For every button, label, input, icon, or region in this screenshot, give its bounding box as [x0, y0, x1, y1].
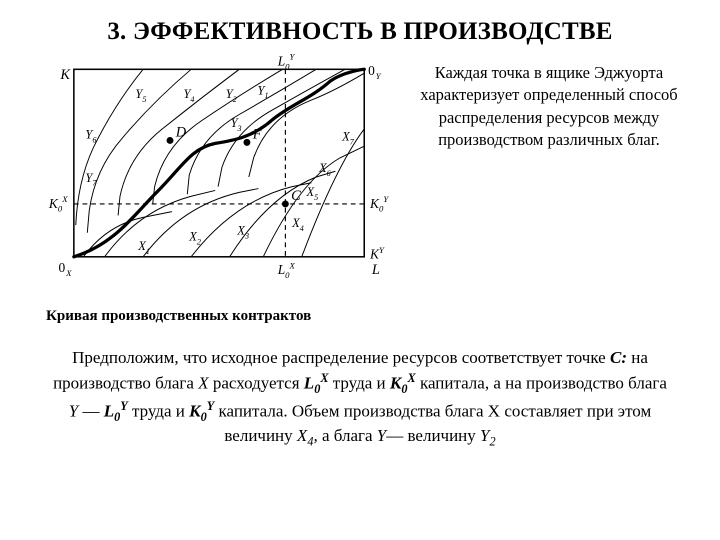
text-run: труда и [328, 374, 389, 393]
svg-text:Y6: Y6 [85, 128, 97, 145]
page-title: 3. ЭФФЕКТИВНОСТЬ В ПРОИЗВОДСТВЕ [40, 18, 680, 46]
svg-text:Y1: Y1 [258, 83, 269, 100]
bottom-paragraph: Предположим, что исходное распределение … [40, 347, 680, 450]
var-l0y: L [104, 401, 114, 420]
svg-text:K0Y: K0Y [369, 194, 389, 214]
text-run: расходуется [209, 374, 304, 393]
svg-text:0: 0 [368, 63, 375, 78]
svg-text:X7: X7 [341, 129, 355, 146]
svg-text:K0X: K0X [48, 194, 68, 214]
svg-text:X: X [65, 268, 72, 278]
iso-y2: Y [480, 426, 489, 445]
svg-text:Y5: Y5 [135, 87, 146, 104]
svg-text:Y: Y [376, 71, 382, 81]
text-run: Предположим, что исходное распределение … [72, 348, 610, 367]
svg-text:X4: X4 [291, 216, 304, 233]
var-k0y: К [189, 401, 201, 420]
svg-text:L0Y: L0Y [277, 52, 296, 71]
text-run: — [78, 401, 104, 420]
sub-2: 2 [490, 434, 496, 448]
sup-x: X [408, 371, 416, 385]
text-run: труда и [128, 401, 189, 420]
svg-text:L: L [371, 262, 380, 278]
iso-y: Y [377, 426, 386, 445]
svg-text:Y7: Y7 [85, 171, 97, 188]
diagram-caption: Кривая производственных контрактов [46, 308, 400, 325]
svg-text:X5: X5 [306, 185, 319, 202]
svg-text:Y4: Y4 [183, 87, 194, 104]
svg-text:L0X: L0X [277, 260, 296, 280]
svg-text:D: D [175, 125, 187, 141]
good-y: Y [69, 401, 78, 420]
svg-text:Y3: Y3 [231, 116, 242, 133]
svg-text:KY: KY [369, 245, 385, 262]
edgeworth-diagram: X1X2X3X4X5X6X7Y1Y2Y3Y4Y5Y6Y7CDFK0X0YLKYL… [40, 52, 400, 325]
point-c-label: C: [610, 348, 627, 367]
svg-text:X2: X2 [188, 229, 201, 246]
svg-text:C: C [291, 188, 301, 204]
svg-text:F: F [252, 127, 262, 143]
var-l0x: L [304, 374, 314, 393]
svg-text:K: K [59, 67, 71, 83]
side-paragraph: Каждая точка в ящике Эджуорта характериз… [418, 52, 680, 151]
good-x: Х [198, 374, 208, 393]
iso-x4: Х [297, 426, 307, 445]
svg-text:X1: X1 [137, 239, 150, 256]
text-run: а блага [318, 426, 377, 445]
text-run: капитала, а на производство блага [416, 374, 667, 393]
edgeworth-svg: X1X2X3X4X5X6X7Y1Y2Y3Y4Y5Y6Y7CDFK0X0YLKYL… [40, 52, 400, 302]
text-run: — величину [386, 426, 480, 445]
sup-y: Y [120, 399, 127, 413]
var-k0x: К [390, 374, 402, 393]
svg-text:0: 0 [58, 260, 65, 275]
